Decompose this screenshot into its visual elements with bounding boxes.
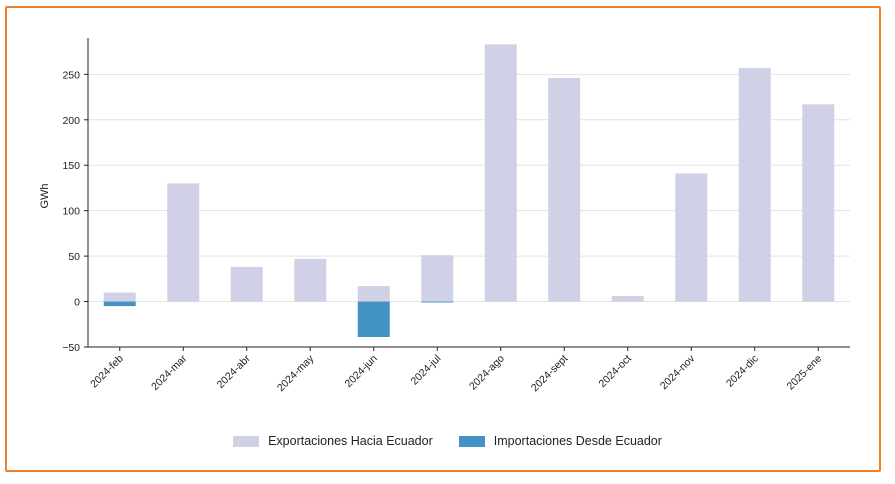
x-tick-label: 2024-jul — [408, 353, 443, 388]
x-tick-label: 2024-sept — [529, 353, 571, 395]
y-tick-label: 250 — [62, 69, 80, 81]
y-tick-label: 200 — [62, 115, 80, 127]
x-tick-label: 2024-jun — [342, 353, 379, 390]
bar-exports-2024-sept — [548, 77, 581, 302]
legend-label-imports: Importaciones Desde Ecuador — [493, 434, 662, 448]
x-tick-label: 2024-ago — [467, 353, 507, 393]
x-tick-label: 2024-may — [275, 352, 317, 394]
legend-item-exports: Exportaciones Hacia Ecuador — [233, 434, 433, 448]
y-tick-label: −50 — [62, 342, 80, 354]
bar-exports-2024-feb — [103, 292, 136, 302]
bar-imports-2024-jun — [357, 301, 390, 338]
bar-exports-2024-nov — [675, 173, 708, 302]
y-tick-label: 0 — [74, 297, 80, 309]
x-tick-label: 2024-mar — [149, 352, 190, 393]
y-tick-label: 150 — [62, 160, 80, 172]
bar-imports-2024-jul — [421, 301, 454, 303]
legend: Exportaciones Hacia Ecuador Importacione… — [0, 434, 895, 448]
bar-exports-2024-ago — [484, 44, 517, 302]
y-axis-label: GWh — [39, 183, 51, 208]
x-tick-label: 2024-nov — [658, 352, 698, 392]
bar-imports-2024-feb — [103, 301, 136, 307]
y-tick-label: 50 — [68, 251, 80, 263]
x-tick-label: 2024-dic — [724, 353, 761, 390]
bar-exports-2024-abr — [230, 267, 263, 302]
chart-frame — [5, 6, 881, 472]
bar-exports-2025-ene — [802, 104, 835, 302]
legend-item-imports: Importaciones Desde Ecuador — [458, 434, 662, 448]
y-tick-label: 100 — [62, 206, 80, 218]
legend-swatch-imports — [458, 435, 485, 447]
legend-label-exports: Exportaciones Hacia Ecuador — [268, 434, 433, 448]
bar-exports-2024-jul — [421, 255, 454, 302]
x-tick-label: 2024-oct — [596, 353, 633, 390]
x-tick-label: 2025-ene — [785, 353, 825, 393]
x-tick-label: 2024-abr — [215, 352, 254, 391]
legend-swatch-exports — [233, 435, 260, 447]
x-tick-label: 2024-feb — [88, 353, 126, 391]
bar-exports-2024-may — [294, 258, 327, 302]
bar-exports-2024-oct — [611, 296, 644, 302]
bar-exports-2024-dic — [738, 67, 771, 302]
bar-exports-2024-mar — [167, 183, 200, 302]
bar-exports-2024-jun — [357, 286, 390, 302]
